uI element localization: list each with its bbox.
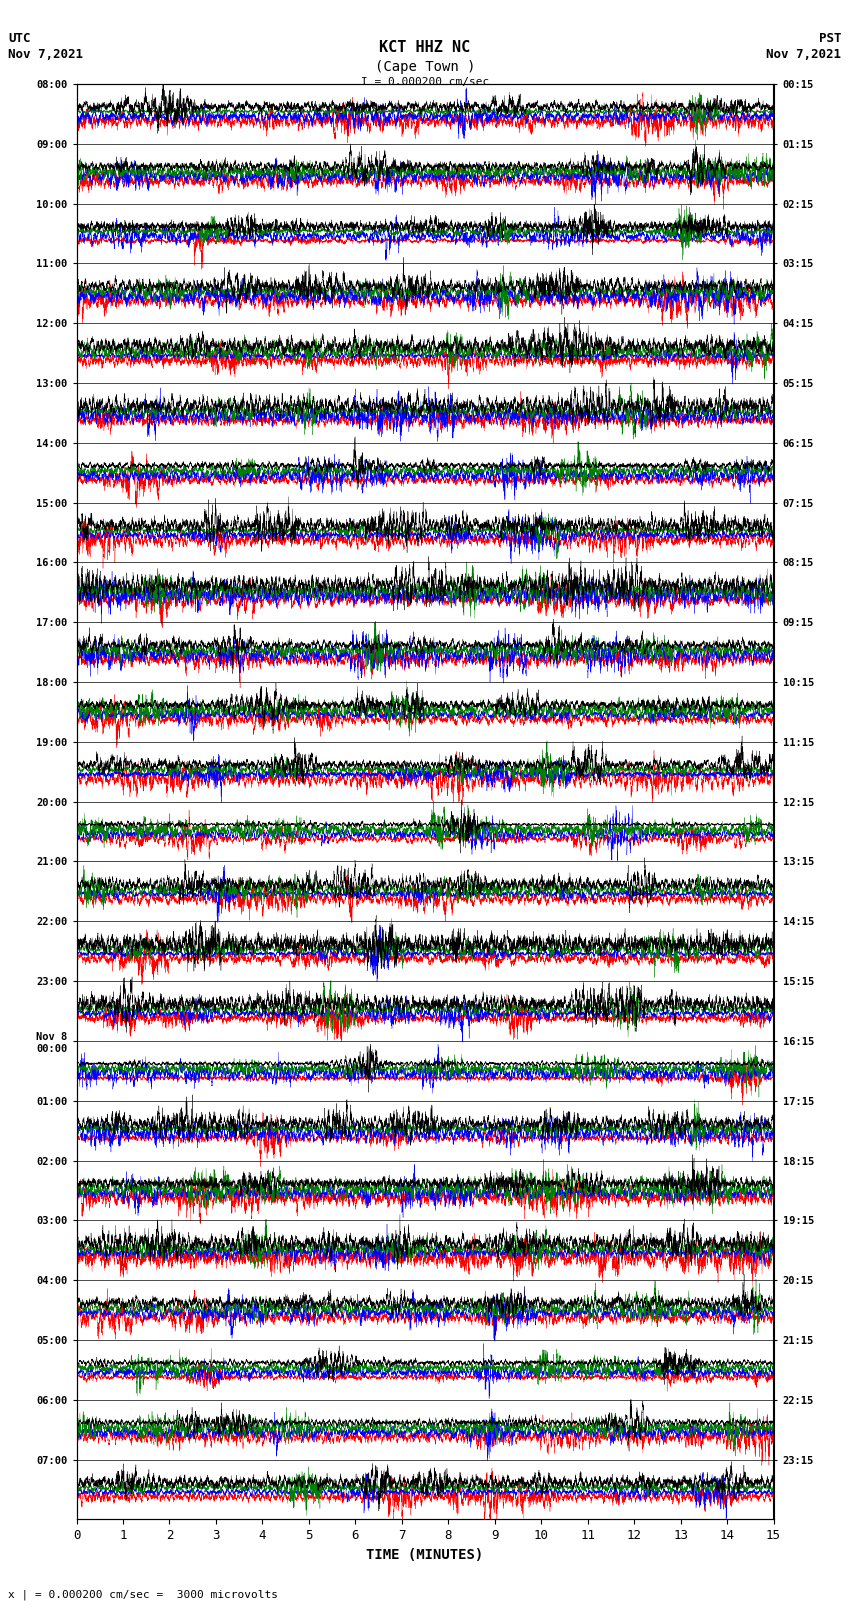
Text: UTC: UTC bbox=[8, 32, 31, 45]
X-axis label: TIME (MINUTES): TIME (MINUTES) bbox=[366, 1548, 484, 1561]
Text: PST: PST bbox=[819, 32, 842, 45]
Text: x | = 0.000200 cm/sec =  3000 microvolts: x | = 0.000200 cm/sec = 3000 microvolts bbox=[8, 1589, 279, 1600]
Text: Nov 7,2021: Nov 7,2021 bbox=[8, 48, 83, 61]
Text: (Cape Town ): (Cape Town ) bbox=[375, 60, 475, 74]
Text: I = 0.000200 cm/sec: I = 0.000200 cm/sec bbox=[361, 77, 489, 87]
Text: KCT HHZ NC: KCT HHZ NC bbox=[379, 40, 471, 55]
Text: Nov 7,2021: Nov 7,2021 bbox=[767, 48, 842, 61]
